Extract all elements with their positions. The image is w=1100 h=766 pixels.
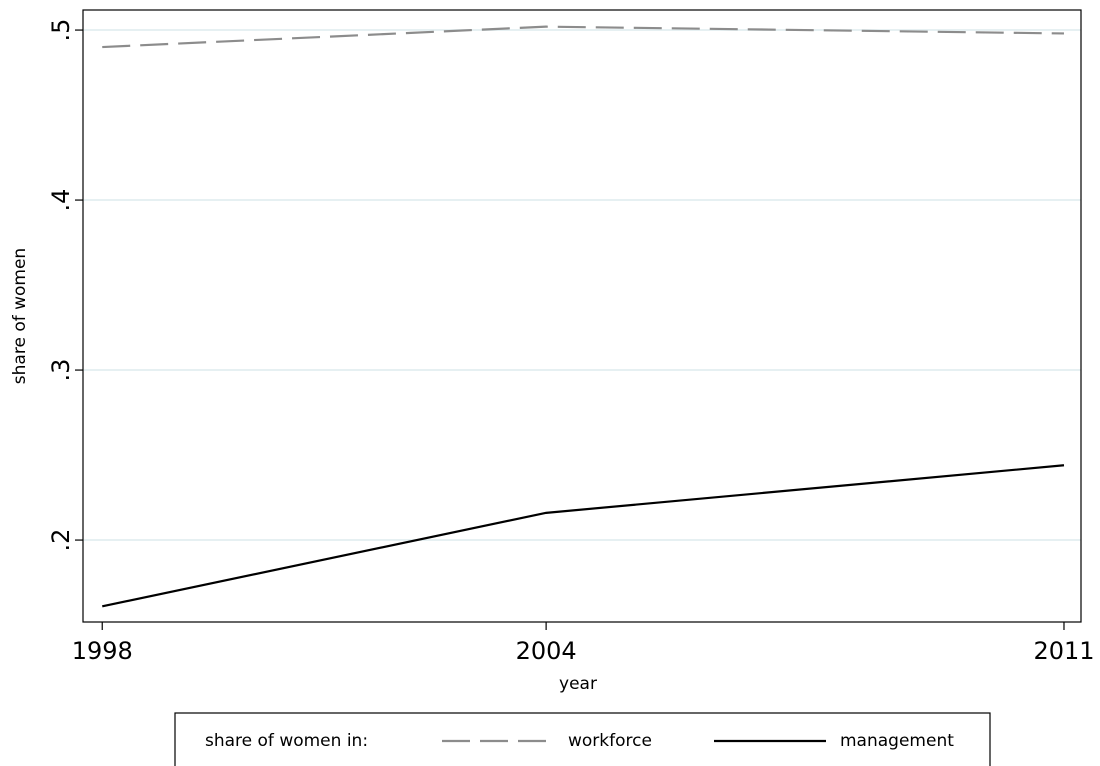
y-tick-label: .2 [47,529,75,552]
legend-box [174,712,991,766]
x-tick-label: 2011 [1033,637,1094,665]
y-tick-label: .4 [47,189,75,212]
x-axis-label: year [559,674,597,694]
y-tick-label: .3 [47,359,75,382]
y-tick-label: .5 [47,19,75,42]
plot-frame [82,9,1082,623]
line-series [102,464,1065,608]
legend-title: share of women in: [205,731,368,751]
x-tick-label: 1998 [72,637,133,665]
y-axis-label: share of women [10,248,30,384]
legend-label: workforce [568,731,652,751]
line-series [102,25,1064,49]
x-tick-label: 2004 [516,637,577,665]
legend-label: management [840,731,954,751]
